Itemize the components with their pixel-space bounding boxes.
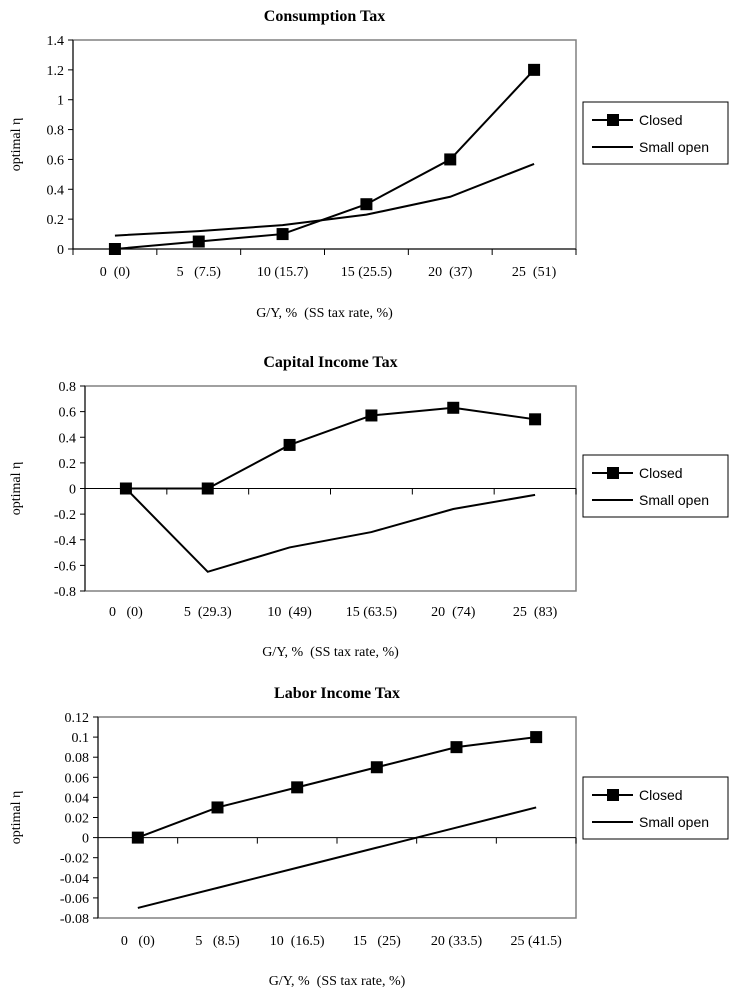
data-point-closed [131, 831, 144, 844]
series-line-closed [137, 736, 537, 839]
y-tick-label: 0.8 [47, 124, 65, 139]
y-tick-label: 0.12 [65, 711, 90, 726]
y-axis-label: optimal η [9, 118, 24, 172]
legend-label: Closed [639, 465, 683, 481]
chart-title: Labor Income Tax [274, 685, 400, 702]
y-tick-label: 0 [69, 483, 76, 498]
data-point-closed [370, 761, 383, 774]
series-line-small-open [125, 487, 536, 573]
y-tick-label: 0 [57, 243, 64, 258]
x-tick-label: 10 (15.7) [257, 265, 309, 280]
y-tick-label: -0.08 [60, 912, 89, 927]
legend-marker-closed [607, 467, 619, 479]
y-tick-label: -0.06 [60, 892, 89, 907]
legend-marker-closed [607, 114, 619, 126]
x-tick-label: 5 (8.5) [195, 934, 240, 949]
data-point-closed [211, 801, 224, 814]
series-line-closed [114, 69, 535, 250]
x-tick-label: 5 (29.3) [184, 605, 232, 620]
y-tick-label: 1.4 [47, 34, 65, 49]
y-tick-label: 0.8 [59, 380, 77, 395]
data-point-closed [201, 482, 214, 495]
data-point-closed [450, 741, 463, 754]
data-point-closed [365, 409, 378, 422]
chart-title: Consumption Tax [264, 8, 385, 25]
data-point-closed [530, 731, 543, 744]
y-tick-label: 0.1 [72, 731, 90, 746]
chart-title: Capital Income Tax [263, 354, 397, 371]
data-point-closed [360, 198, 373, 211]
y-tick-label: 0.6 [59, 406, 77, 421]
x-axis-label: G/Y, % (SS tax rate, %) [269, 974, 406, 989]
x-tick-label: 10 (49) [267, 605, 312, 620]
x-tick-label: 25 (83) [513, 605, 558, 620]
x-tick-label: 15 (63.5) [346, 605, 398, 620]
legend-box [582, 776, 729, 840]
data-point-closed [283, 438, 296, 451]
x-tick-label: 20 (37) [428, 265, 473, 280]
y-tick-label: 0.06 [65, 771, 90, 786]
chart-panel-2: Capital Income Tax -0.8 -0.6 -0.4 -0.2 0 0.2 0.… [9, 354, 729, 660]
y-axis-label: optimal η [9, 462, 24, 516]
legend-box [582, 454, 729, 518]
y-tick-label: -0.2 [54, 508, 76, 523]
legend-label: Small open [639, 814, 709, 830]
series-line-closed [125, 406, 536, 490]
y-tick-label: -0.04 [60, 872, 89, 887]
data-point-closed [529, 413, 542, 426]
y-tick-label: 1 [57, 94, 64, 109]
data-point-closed [528, 63, 541, 76]
y-tick-label: 0.4 [59, 431, 77, 446]
y-tick-label: 0.6 [47, 153, 65, 168]
x-axis-label: G/Y, % (SS tax rate, %) [262, 645, 399, 660]
y-tick-label: -0.8 [54, 585, 76, 600]
y-axis-label: optimal η [9, 791, 24, 845]
x-tick-label: 15 (25.5) [341, 265, 393, 280]
x-tick-label: 5 (7.5) [177, 265, 222, 280]
chart-panel-1: Consumption Tax 0 0.2 0.4 0.6 0.8 1 1.2 1.4 0 (0)… [9, 8, 729, 321]
series-line-small-open [137, 806, 537, 909]
legend-box [582, 101, 729, 165]
x-tick-label: 0 (0) [109, 605, 143, 620]
legend-label: Closed [639, 787, 683, 803]
y-tick-label: 0.4 [47, 183, 65, 198]
legend-label: Closed [639, 112, 683, 128]
y-tick-label: 0.02 [65, 812, 90, 827]
data-point-closed [192, 235, 205, 248]
data-point-closed [119, 482, 132, 495]
x-tick-label: 10 (16.5) [270, 934, 325, 949]
y-tick-label: 0 [82, 832, 89, 847]
x-tick-label: 0 (0) [121, 934, 155, 949]
x-tick-label: 25 (51) [512, 265, 557, 280]
x-tick-label: 15 (25) [353, 934, 401, 949]
y-tick-label: 0.08 [65, 751, 90, 766]
legend-label: Small open [639, 139, 709, 155]
y-tick-label: -0.4 [54, 534, 76, 549]
x-tick-label: 25 (41.5) [511, 934, 563, 949]
x-tick-label: 20 (74) [431, 605, 476, 620]
y-tick-label: 1.2 [47, 64, 65, 79]
x-tick-label: 0 (0) [100, 265, 131, 280]
y-tick-label: 0.2 [47, 213, 65, 228]
y-tick-label: 0.2 [59, 457, 77, 472]
y-tick-label: -0.02 [60, 852, 89, 867]
data-point-closed [276, 228, 289, 241]
plot-frame [97, 716, 577, 919]
x-tick-label: 20 (33.5) [431, 934, 483, 949]
data-point-closed [444, 153, 457, 166]
x-axis-label: G/Y, % (SS tax rate, %) [256, 306, 393, 321]
data-point-closed [291, 781, 304, 794]
legend-marker-closed [607, 789, 619, 801]
y-tick-label: -0.6 [54, 559, 76, 574]
legend-label: Small open [639, 492, 709, 508]
y-tick-label: 0.04 [65, 791, 90, 806]
plot-frame [72, 39, 577, 250]
series-line-small-open [114, 162, 535, 237]
data-point-closed [447, 401, 460, 414]
chart-panel-3: Labor Income Tax -0.08 -0.06 -0.04 -0.02 0 0.0… [9, 685, 729, 989]
data-point-closed [108, 243, 121, 255]
